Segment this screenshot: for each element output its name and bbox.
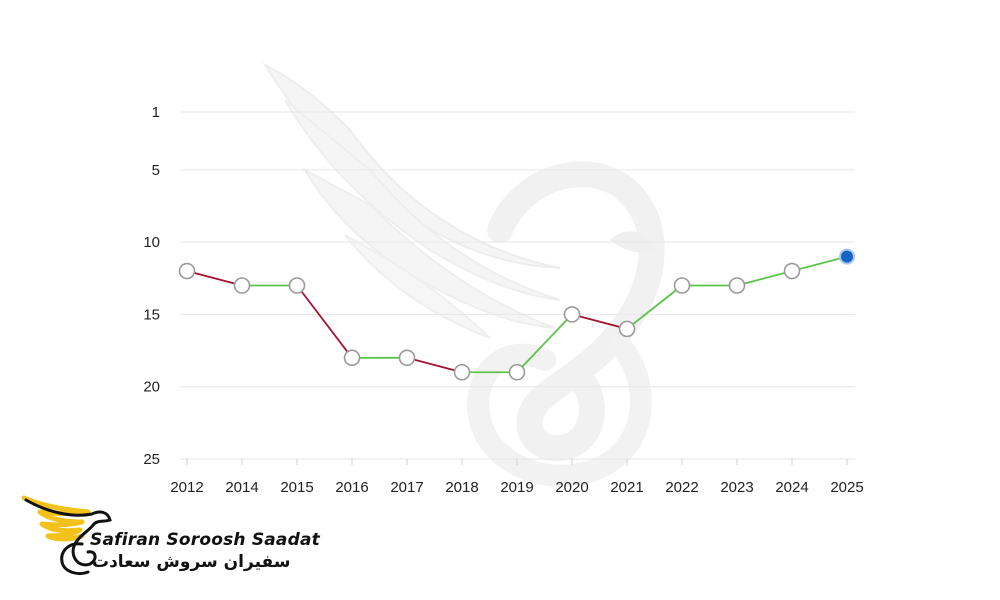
series-segment [626, 284, 683, 330]
data-point[interactable] [563, 306, 581, 323]
series-points [178, 248, 855, 381]
x-tick-label: 2016 [335, 479, 368, 496]
x-tick-label: 2022 [665, 479, 698, 496]
x-tick-label: 2015 [280, 479, 313, 496]
x-tick-label: 2023 [720, 479, 753, 496]
y-tick-label: 1 [152, 104, 160, 121]
data-point[interactable] [343, 349, 361, 367]
data-point[interactable] [178, 262, 196, 280]
series-segment [571, 313, 628, 330]
data-point[interactable] [398, 349, 416, 367]
brand-name-persian: سفیران سروش سعادت [92, 552, 291, 572]
x-tick-label: 2019 [500, 479, 533, 496]
data-point[interactable] [839, 248, 855, 265]
brand-name-english: Safiran Soroosh Saadat [90, 530, 320, 550]
data-point[interactable] [783, 262, 801, 280]
brand-logo: Safiran Soroosh Saadat سفیران سروش سعادت [22, 492, 320, 582]
x-tick-label: 2020 [555, 479, 588, 496]
series-lines [186, 255, 848, 374]
series-segment [296, 284, 353, 359]
x-tick-label: 2012 [170, 479, 203, 496]
x-tick-label: 2014 [225, 479, 258, 496]
x-tick-label: 2025 [830, 479, 863, 496]
data-point[interactable] [618, 320, 636, 338]
series-segment [186, 270, 243, 287]
x-tick-label: 2021 [610, 479, 643, 496]
watermark-logo [262, 62, 665, 487]
data-point[interactable] [508, 363, 526, 381]
data-point[interactable] [288, 277, 306, 294]
y-tick-label: 5 [152, 162, 160, 179]
data-point[interactable] [673, 277, 691, 294]
series-segment [791, 255, 848, 272]
brand-logo-icon [22, 495, 112, 576]
data-point[interactable] [728, 277, 746, 294]
series-segment [736, 270, 793, 287]
y-tick-label: 10 [143, 234, 160, 251]
x-tick-label: 2024 [775, 479, 808, 496]
data-point[interactable] [453, 363, 471, 381]
series-segment [516, 313, 573, 373]
y-tick-label: 20 [143, 379, 160, 396]
y-tick-label: 25 [143, 451, 160, 468]
data-point[interactable] [233, 277, 251, 294]
x-tick-label: 2017 [390, 479, 423, 496]
x-tick-label: 2018 [445, 479, 478, 496]
series-segment [406, 356, 463, 374]
y-tick-label: 15 [143, 306, 160, 323]
